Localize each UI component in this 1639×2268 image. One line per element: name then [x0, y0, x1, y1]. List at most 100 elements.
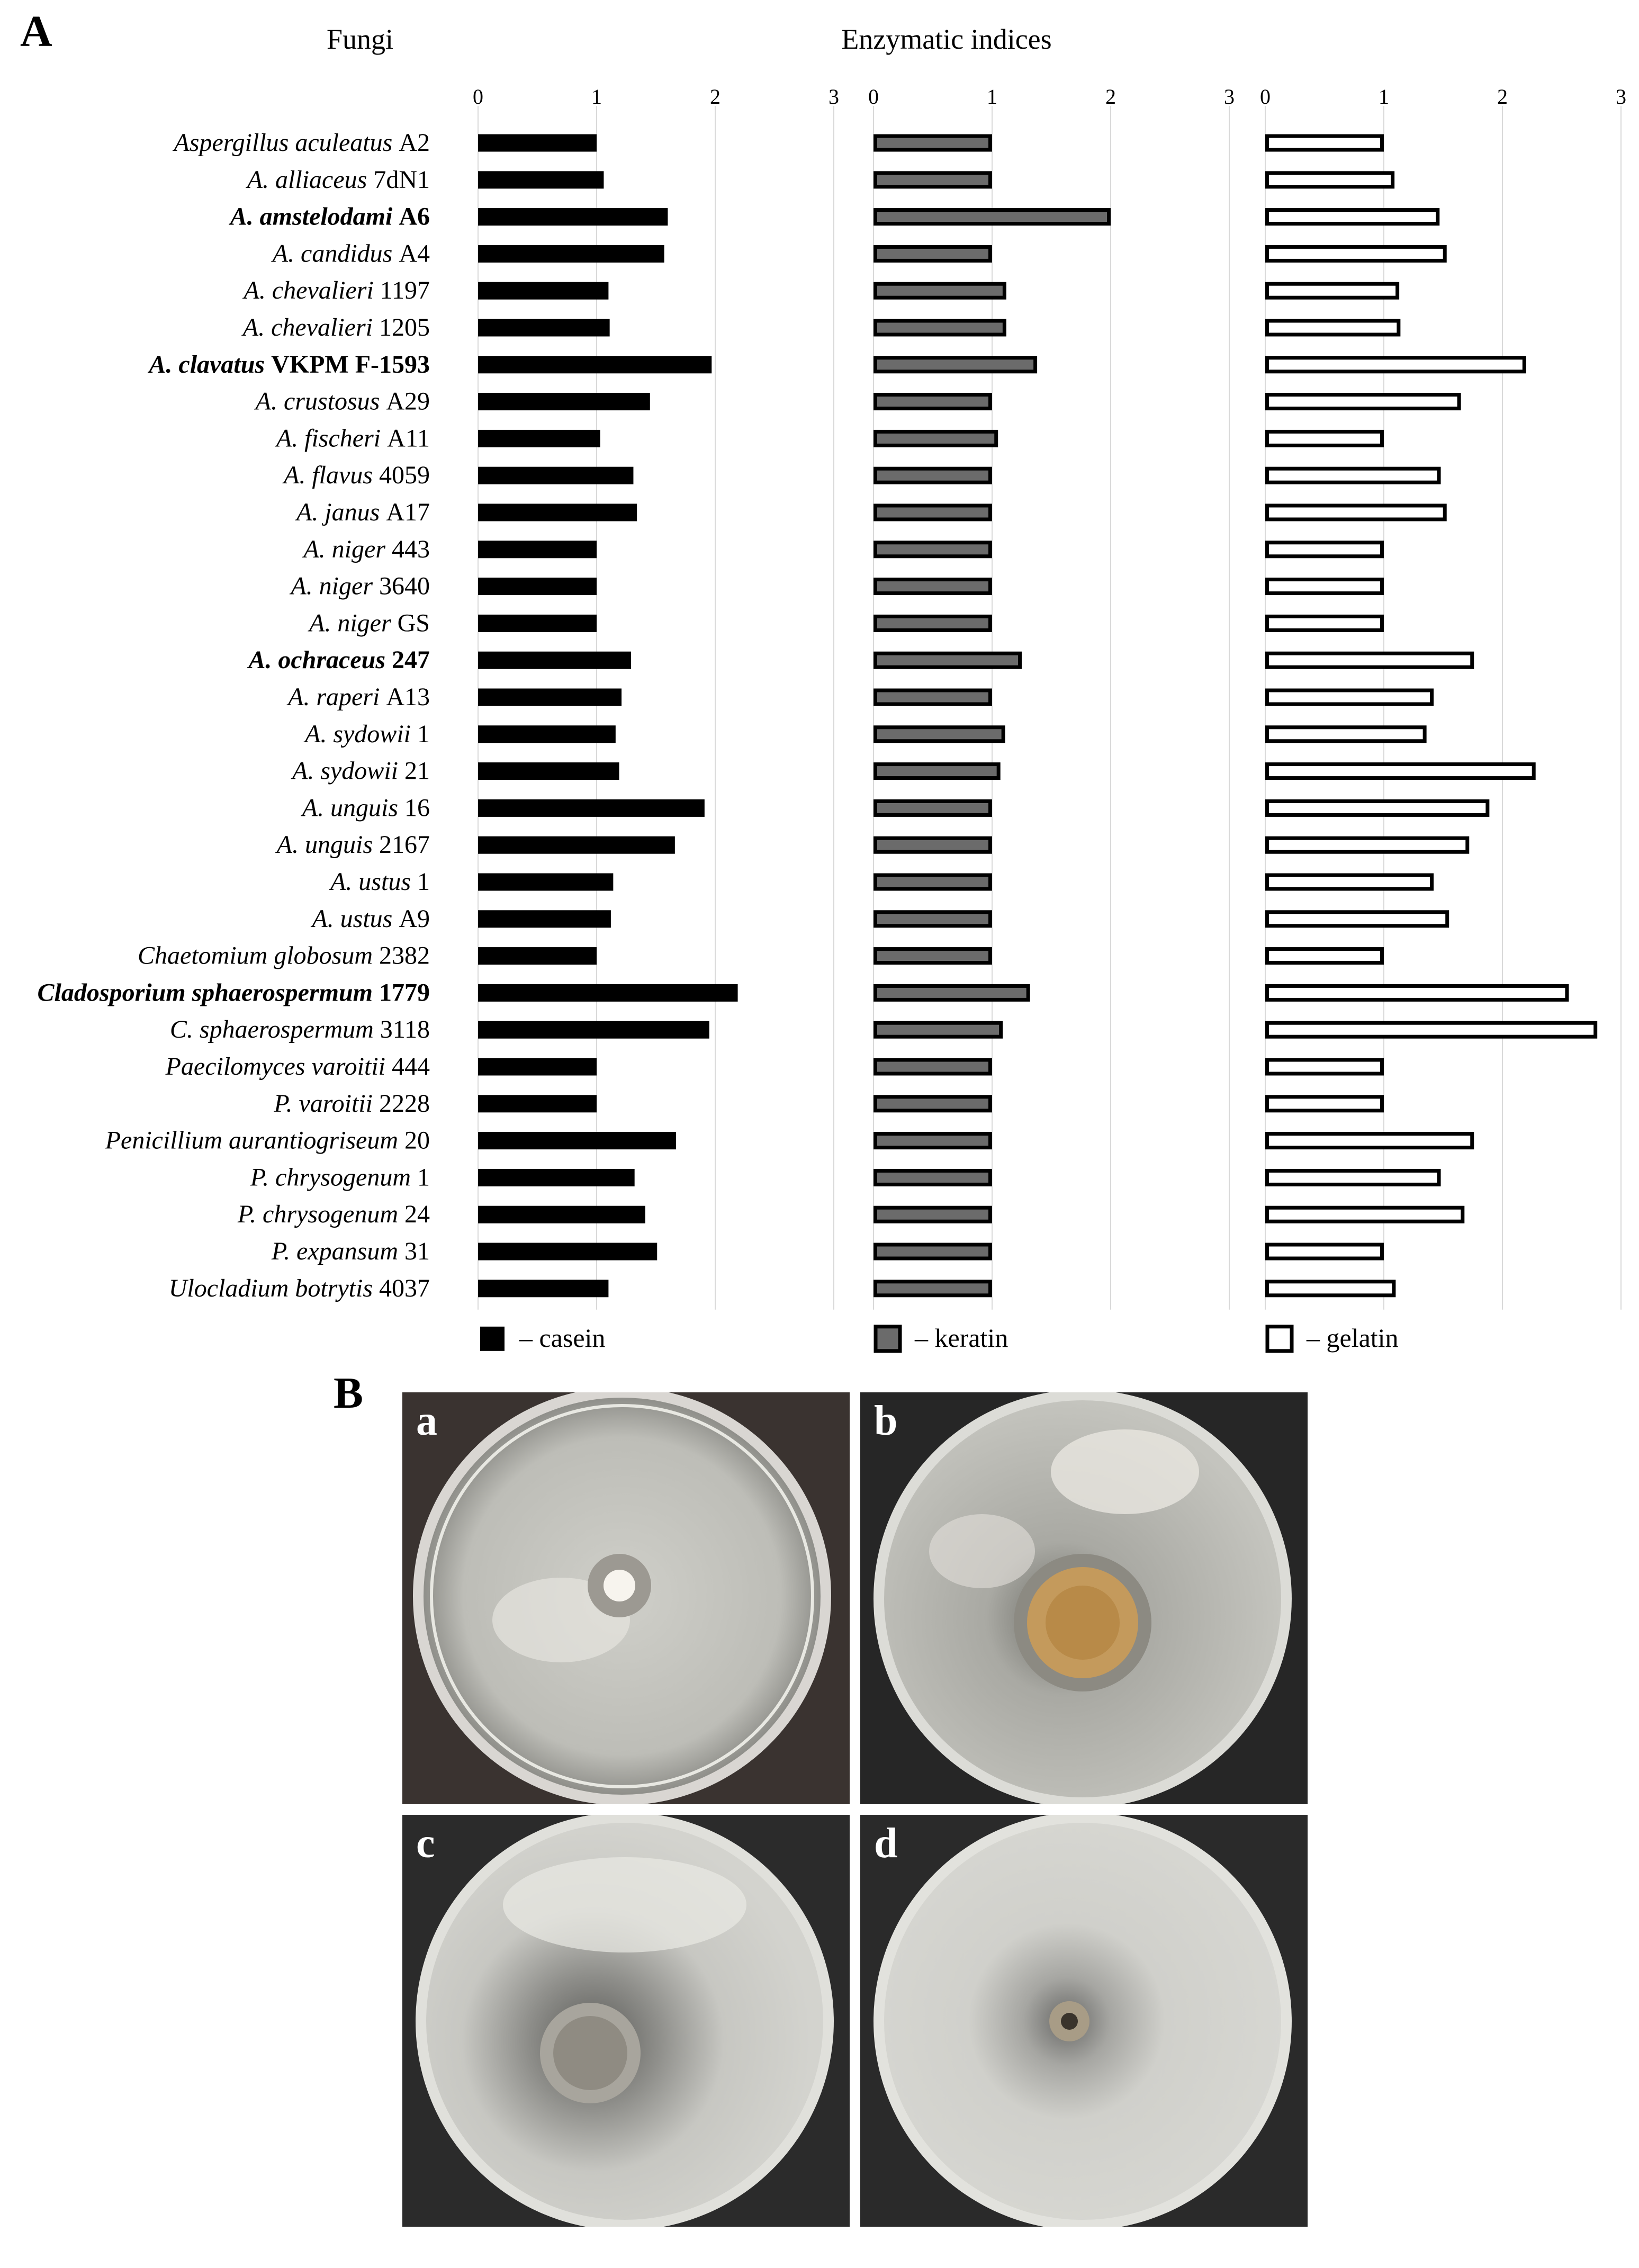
keratin-bar: [873, 429, 998, 447]
keratin-bar: [873, 836, 992, 854]
keratin-bar: [873, 356, 1038, 374]
casein-bar: [478, 134, 597, 152]
petri-dish-photos: a b: [402, 1392, 1313, 2261]
keratin-bar: [873, 1280, 992, 1298]
casein-bar: [478, 245, 664, 263]
keratin-legend-label: – keratin: [914, 1323, 1008, 1353]
x-tick-label: 1: [987, 85, 997, 109]
petri-dish-photo-c: c: [402, 1815, 850, 2227]
casein-bar: [478, 762, 619, 780]
category-label: Aspergillus aculeatus A2: [172, 129, 430, 157]
gelatin-bar: [1265, 134, 1384, 152]
x-tick-label: 1: [591, 85, 602, 109]
gelatin-bar: [1265, 1132, 1474, 1150]
keratin-bar: [873, 393, 992, 411]
category-label: A. fischeri A11: [275, 424, 430, 452]
casein-bar: [478, 1243, 658, 1261]
category-label: Chaetomium globosum 2382: [138, 942, 430, 970]
x-tick-label: 3: [828, 85, 839, 109]
x-tick-label: 0: [1260, 85, 1271, 109]
gelatin-bar: [1265, 873, 1434, 891]
gelatin-bar: [1265, 651, 1474, 669]
category-label: P. chrysogenum 1: [250, 1163, 430, 1191]
category-label: A. niger 443: [302, 535, 430, 563]
casein-bar: [478, 1205, 645, 1223]
petri-dish-photo-b: b: [860, 1392, 1308, 1804]
gelatin-bar: [1265, 541, 1384, 559]
category-label: Ulocladium botrytis 4037: [169, 1274, 430, 1302]
casein-bar: [478, 393, 650, 411]
gelatin-bar: [1265, 725, 1427, 743]
casein-bar: [478, 1168, 635, 1186]
gelatin-bar: [1265, 245, 1447, 263]
keratin-bar: [873, 725, 1005, 743]
gelatin-bar: [1265, 282, 1400, 300]
casein-bar: [478, 688, 622, 706]
petri-dish-photo-d: d: [860, 1815, 1308, 2227]
keratin-bar: [873, 1058, 992, 1076]
keratin-bar: [873, 1168, 992, 1186]
photo-label-c: c: [416, 1820, 435, 1867]
keratin-legend-swatch: [873, 1325, 902, 1353]
gelatin-bar: [1265, 578, 1384, 596]
keratin-bar: [873, 1021, 1003, 1039]
casein-bar: [478, 836, 675, 854]
keratin-bar: [873, 282, 1006, 300]
category-label: P. chrysogenum 24: [237, 1200, 430, 1228]
gelatin-bar: [1265, 1280, 1396, 1298]
x-tick-label: 2: [1497, 85, 1508, 109]
category-label: A. ochraceus 247: [247, 646, 430, 674]
casein-bar: [478, 651, 631, 669]
casein-legend-swatch: [480, 1326, 505, 1351]
category-label: A. clavatus VKPM F-1593: [147, 350, 430, 379]
casein-bar: [478, 1095, 597, 1113]
gelatin-bar: [1265, 947, 1384, 965]
gelatin-bar: [1265, 1168, 1441, 1186]
x-tick-label: 1: [1379, 85, 1389, 109]
casein-bar: [478, 873, 614, 891]
casein-bar: [478, 984, 738, 1002]
category-label: C. sphaerospermum 3118: [170, 1015, 430, 1043]
enzymatic-indices-chart: Fungi Enzymatic indices 0 1 2 3 0 1 2 3 0 1 2 3 Aspe…: [38, 23, 1626, 1353]
keratin-bar: [873, 762, 1001, 780]
fungi-header: Fungi: [327, 23, 393, 55]
x-tick-label: 3: [1224, 85, 1235, 109]
gelatin-bar: [1265, 799, 1490, 817]
x-tick-label: 3: [1616, 85, 1626, 109]
keratin-bar: [873, 1132, 992, 1150]
keratin-bar: [873, 319, 1006, 337]
category-label: A. ustus 1: [329, 868, 430, 896]
category-label: Paecilomyces varoitii 444: [165, 1052, 430, 1081]
casein-bar: [478, 1058, 597, 1076]
gelatin-legend-swatch: [1265, 1325, 1294, 1353]
category-label: A. niger GS: [308, 609, 430, 637]
category-label: A. raperi A13: [286, 683, 430, 711]
category-label: A. candidus A4: [271, 239, 430, 267]
photo-label-b: b: [874, 1398, 898, 1444]
x-tick-label: 2: [710, 85, 721, 109]
casein-bar: [478, 503, 637, 521]
category-label: A. unguis 2167: [275, 831, 430, 859]
gelatin-bar: [1265, 984, 1569, 1002]
x-tick-label: 2: [1105, 85, 1116, 109]
photo-label-d: d: [874, 1820, 898, 1867]
category-label: P. varoitii 2228: [273, 1090, 430, 1118]
gelatin-bar: [1265, 614, 1384, 632]
gelatin-bar: [1265, 1095, 1384, 1113]
casein-bar: [478, 282, 609, 300]
keratin-bar: [873, 578, 992, 596]
category-label: A. sydowii 1: [303, 720, 430, 748]
keratin-bar: [873, 947, 992, 965]
category-label: A. amstelodami A6: [229, 203, 430, 231]
keratin-bar: [873, 873, 992, 891]
category-label: A. crustosus A29: [254, 388, 430, 416]
casein-bar: [478, 356, 712, 374]
gelatin-bar: [1265, 1205, 1465, 1223]
gelatin-bar: [1265, 1021, 1598, 1039]
category-label: Cladosporium sphaerospermum 1779: [38, 978, 430, 1006]
keratin-bar: [873, 541, 992, 559]
petri-dish-photo-a: a: [402, 1392, 850, 1804]
gelatin-bar: [1265, 393, 1461, 411]
gelatin-bar: [1265, 1058, 1384, 1076]
casein-bar: [478, 429, 600, 447]
